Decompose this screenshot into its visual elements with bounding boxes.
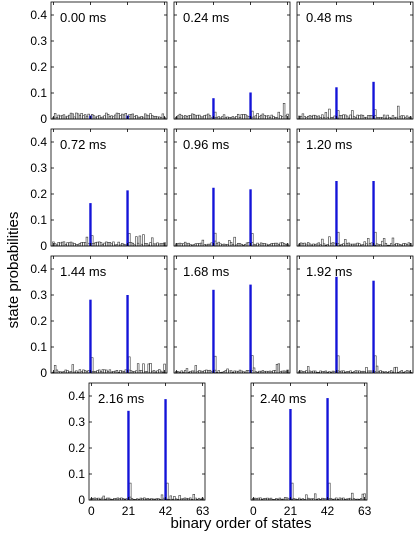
panel-frame (50, 255, 168, 374)
panel-title: 0.96 ms (183, 137, 230, 152)
y-tick-label: 0.3 (30, 34, 47, 48)
y-tick-label: 0.3 (68, 415, 85, 429)
panel-title: 1.20 ms (306, 137, 353, 152)
panel-grid: 0 0.1 0.2 0.3 0.4 0.00 ms 0.24 ms 0.48 ms 0 0.1 0.… (30, 1, 414, 518)
panel-frame (173, 255, 291, 374)
highlight-bar (249, 92, 252, 119)
panel-title: 1.44 ms (60, 264, 107, 279)
chart-panel: 1.68 ms (173, 255, 291, 374)
panel-title: 0.48 ms (306, 10, 353, 25)
y-tick-label: 0 (40, 366, 47, 380)
highlight-bar (212, 98, 215, 119)
chart-panel: 0 0.1 0.2 0.3 0.4 0.72 ms (30, 128, 168, 253)
highlight-bar (164, 399, 167, 500)
y-tick-label: 0 (78, 493, 85, 507)
y-tick-label: 0.4 (30, 262, 47, 276)
y-tick-label: 0.2 (30, 60, 47, 74)
panel-title: 0.72 ms (60, 137, 107, 152)
y-tick-label: 0 (40, 112, 47, 126)
y-tick-label: 0.4 (30, 8, 47, 22)
highlight-bar (212, 187, 215, 246)
highlight-bar (335, 181, 338, 246)
highlight-bar (89, 299, 92, 373)
y-tick-label: 0.3 (30, 161, 47, 175)
highlight-bar (372, 280, 375, 373)
y-tick-label: 0.2 (30, 187, 47, 201)
highlight-bar (249, 189, 252, 246)
chart-panel: 0.96 ms (173, 128, 291, 247)
x-tick-label: 42 (321, 504, 335, 518)
y-tick-label: 0.4 (68, 389, 85, 403)
highlight-bar (372, 181, 375, 246)
panel-title: 2.16 ms (98, 391, 145, 406)
panel-title: 1.68 ms (183, 264, 230, 279)
chart-panel: 1.20 ms (296, 128, 414, 247)
panel-title: 1.92 ms (306, 264, 353, 279)
y-axis-label: state probabilities (5, 212, 22, 329)
chart-panel: 0 0.1 0.2 0.3 0.4 0 21 42 63 2.16 ms (68, 382, 210, 518)
y-tick-label: 0 (40, 239, 47, 253)
panel-frame (250, 382, 368, 501)
y-tick-label: 0.3 (30, 288, 47, 302)
panel-frame (50, 128, 168, 247)
x-tick-label: 0 (250, 504, 257, 518)
highlight-bar (126, 190, 129, 246)
panel-frame (173, 128, 291, 247)
chart-panel: 0.48 ms (296, 1, 414, 120)
highlight-bar (249, 284, 252, 373)
highlight-bar (212, 289, 215, 373)
highlight-bar (126, 295, 129, 373)
highlight-bar (335, 87, 338, 119)
highlight-bar (89, 203, 92, 246)
chart-panel: 0 21 42 63 2.40 ms (250, 382, 372, 518)
x-tick-label: 0 (88, 504, 95, 518)
chart-panel: 0 0.1 0.2 0.3 0.4 0.00 ms (30, 1, 168, 126)
panel-title: 0.24 ms (183, 10, 230, 25)
x-tick-label: 21 (122, 504, 136, 518)
x-tick-label: 63 (196, 504, 210, 518)
panel-frame (296, 255, 414, 374)
panel-frame (296, 128, 414, 247)
highlight-bar (289, 409, 292, 500)
chart-panel: 0 0.1 0.2 0.3 0.4 1.44 ms (30, 255, 168, 380)
x-tick-label: 42 (159, 504, 173, 518)
panel-frame (173, 1, 291, 120)
y-tick-label: 0.1 (30, 213, 47, 227)
y-tick-label: 0.1 (30, 86, 47, 100)
highlight-bar (326, 398, 329, 500)
y-tick-label: 0.4 (30, 135, 47, 149)
panel-title: 0.00 ms (60, 10, 107, 25)
x-tick-label: 63 (358, 504, 372, 518)
panel-frame (296, 1, 414, 120)
y-tick-label: 0.1 (30, 340, 47, 354)
x-tick-label: 21 (284, 504, 298, 518)
y-tick-label: 0.2 (68, 441, 85, 455)
highlight-bar (335, 276, 338, 373)
panel-frame (50, 1, 168, 120)
chart-panel: 0.24 ms (173, 1, 291, 120)
y-tick-label: 0.1 (68, 467, 85, 481)
highlight-bar (372, 81, 375, 119)
panel-frame (88, 382, 206, 501)
y-tick-label: 0.2 (30, 314, 47, 328)
panel-title: 2.40 ms (260, 391, 307, 406)
highlight-bar (127, 410, 130, 500)
x-axis-label: binary order of states (171, 515, 312, 532)
chart-panel: 1.92 ms (296, 255, 414, 374)
